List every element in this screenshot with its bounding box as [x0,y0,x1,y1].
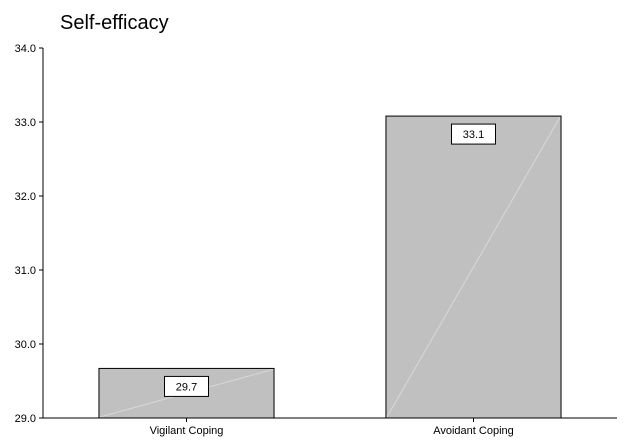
x-categories: Vigilant Coping Avoidant Coping [150,418,514,437]
y-tick-label: 29.0 [15,413,36,425]
data-label: 33.1 [463,129,484,141]
y-tick-label: 34.0 [15,43,36,55]
bars: 29.7 33.1 [98,115,562,419]
x-category-label: Avoidant Coping [433,425,514,437]
y-tick-label: 32.0 [15,191,36,203]
chart-title: Self-efficacy [60,12,169,34]
x-category-label: Vigilant Coping [150,425,224,437]
data-label-box [164,375,209,397]
y-tick-label: 33.0 [15,117,36,129]
y-tick-label: 30.0 [15,339,36,351]
bar-accent-line [386,116,561,418]
data-label-box [451,123,496,145]
data-label: 29.7 [176,381,197,393]
y-ticks: 29.0 30.0 31.0 32.0 33.0 34.0 [15,43,43,425]
y-tick-label: 31.0 [15,265,36,277]
